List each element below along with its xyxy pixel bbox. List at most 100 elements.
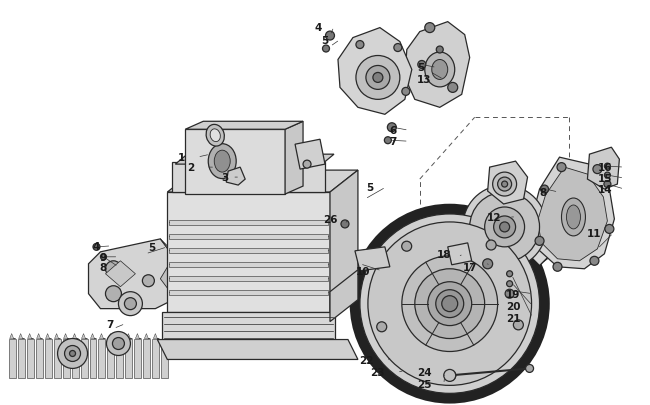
Circle shape <box>557 163 566 172</box>
Text: 16: 16 <box>598 163 612 173</box>
Polygon shape <box>538 168 607 261</box>
Text: 5: 5 <box>367 183 374 192</box>
Text: 22: 22 <box>359 356 374 366</box>
Text: 4: 4 <box>92 241 99 251</box>
Circle shape <box>535 237 544 246</box>
Circle shape <box>514 320 523 330</box>
Polygon shape <box>176 155 334 165</box>
Circle shape <box>387 124 396 132</box>
Circle shape <box>604 173 610 179</box>
Text: 9: 9 <box>99 252 107 262</box>
Polygon shape <box>170 234 328 239</box>
Circle shape <box>384 137 391 144</box>
Circle shape <box>356 56 400 100</box>
Circle shape <box>425 23 435 34</box>
Circle shape <box>502 181 508 188</box>
Text: 17: 17 <box>463 262 478 272</box>
Polygon shape <box>161 339 168 378</box>
Text: 7: 7 <box>106 319 114 329</box>
Circle shape <box>105 261 122 277</box>
Polygon shape <box>28 334 34 339</box>
Circle shape <box>105 286 122 302</box>
Polygon shape <box>90 339 96 378</box>
Polygon shape <box>8 339 16 378</box>
Circle shape <box>142 275 154 287</box>
Polygon shape <box>88 239 176 309</box>
Text: 20: 20 <box>506 301 521 311</box>
Polygon shape <box>330 171 358 312</box>
Circle shape <box>506 281 513 287</box>
Text: 24: 24 <box>417 367 432 377</box>
Circle shape <box>402 256 498 352</box>
Polygon shape <box>355 247 390 271</box>
Circle shape <box>377 322 387 332</box>
Polygon shape <box>285 122 303 194</box>
Circle shape <box>360 214 540 393</box>
Circle shape <box>112 338 124 350</box>
Polygon shape <box>64 334 70 339</box>
Polygon shape <box>62 339 70 378</box>
Polygon shape <box>72 339 79 378</box>
Polygon shape <box>19 334 25 339</box>
Polygon shape <box>295 140 325 170</box>
Circle shape <box>483 259 493 269</box>
Polygon shape <box>448 243 472 265</box>
Circle shape <box>58 339 88 369</box>
Text: 10: 10 <box>356 266 370 276</box>
Text: 19: 19 <box>506 289 521 299</box>
Circle shape <box>118 292 142 316</box>
Text: 18: 18 <box>437 249 452 259</box>
Text: 23: 23 <box>370 367 385 377</box>
Circle shape <box>463 185 547 269</box>
Polygon shape <box>144 334 150 339</box>
Text: 5: 5 <box>320 36 328 45</box>
Circle shape <box>415 269 485 339</box>
Ellipse shape <box>214 151 230 173</box>
Polygon shape <box>170 248 328 253</box>
Polygon shape <box>135 334 142 339</box>
Circle shape <box>444 369 456 382</box>
Text: 12: 12 <box>487 213 502 222</box>
Circle shape <box>326 32 335 41</box>
Polygon shape <box>226 168 245 185</box>
Polygon shape <box>53 339 60 378</box>
Circle shape <box>366 66 390 90</box>
Circle shape <box>541 185 549 194</box>
Circle shape <box>553 263 562 272</box>
Polygon shape <box>90 334 96 339</box>
Circle shape <box>526 364 534 373</box>
Ellipse shape <box>208 144 236 179</box>
Polygon shape <box>99 339 105 378</box>
Polygon shape <box>81 339 88 378</box>
Polygon shape <box>127 334 133 339</box>
Text: 11: 11 <box>587 228 601 238</box>
Polygon shape <box>118 334 124 339</box>
Polygon shape <box>73 334 79 339</box>
Circle shape <box>361 215 539 392</box>
Polygon shape <box>109 334 114 339</box>
Circle shape <box>448 83 458 93</box>
Circle shape <box>356 41 364 49</box>
Circle shape <box>402 88 410 96</box>
Ellipse shape <box>210 130 220 142</box>
Polygon shape <box>170 276 328 281</box>
Circle shape <box>506 271 513 277</box>
Circle shape <box>500 222 510 232</box>
Polygon shape <box>105 261 135 287</box>
Polygon shape <box>144 339 150 378</box>
Circle shape <box>402 242 411 252</box>
Text: 15: 15 <box>598 174 612 183</box>
Polygon shape <box>36 339 43 378</box>
Polygon shape <box>107 339 114 378</box>
Circle shape <box>590 257 599 266</box>
Polygon shape <box>588 148 619 190</box>
Text: 3: 3 <box>221 173 228 183</box>
Circle shape <box>470 192 540 262</box>
Circle shape <box>418 61 426 69</box>
Circle shape <box>493 173 517 196</box>
Text: 7: 7 <box>389 137 397 147</box>
Circle shape <box>341 220 349 228</box>
Polygon shape <box>46 334 51 339</box>
Ellipse shape <box>562 198 586 236</box>
Polygon shape <box>36 334 43 339</box>
